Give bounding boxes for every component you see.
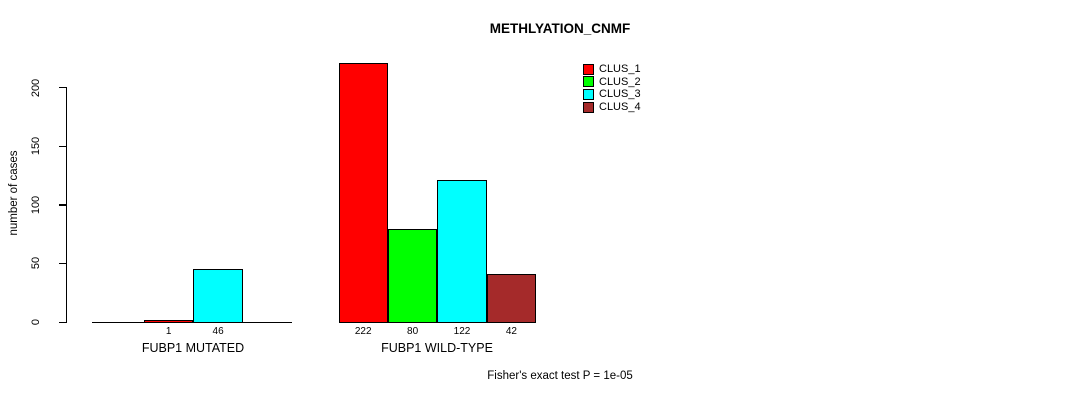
y-tick	[59, 204, 66, 206]
bar-value-label: 42	[505, 326, 517, 337]
legend-label: CLUS_4	[599, 100, 641, 113]
bar-clus_1	[338, 62, 388, 323]
y-tick	[59, 145, 66, 147]
legend-item: CLUS_2	[583, 76, 641, 89]
y-tick-label: 0	[30, 318, 42, 326]
y-tick-label: 200	[30, 78, 42, 97]
legend-label: CLUS_2	[599, 75, 641, 88]
legend-item: CLUS_1	[583, 63, 641, 76]
bar-value-label: 122	[453, 326, 471, 337]
legend-label: CLUS_1	[599, 63, 641, 75]
y-axis-label: number of cases	[8, 150, 20, 236]
legend-swatch-clus_2	[583, 76, 594, 88]
y-tick	[59, 321, 66, 323]
legend-item: CLUS_3	[583, 88, 641, 101]
group-label: FUBP1 WILD-TYPE	[381, 341, 493, 355]
bar-value-label: 80	[407, 326, 419, 337]
y-tick	[59, 87, 66, 89]
fisher-test-annotation: Fisher's exact test P = 1e-05	[487, 370, 633, 382]
legend-label: CLUS_3	[599, 88, 641, 101]
y-tick-label: 100	[30, 195, 42, 215]
legend-item: CLUS_4	[583, 101, 641, 114]
y-tick-label: 150	[30, 137, 42, 156]
bar-clus_1	[144, 320, 194, 323]
y-tick-label: 50	[30, 257, 42, 270]
legend-swatch-clus_4	[583, 101, 594, 113]
bar-value-label: 46	[212, 326, 224, 337]
legend: CLUS_1 CLUS_2 CLUS_3 CLUS_4	[583, 63, 641, 113]
group-label: FUBP1 MUTATED	[141, 341, 245, 355]
bar-value-label: 222	[354, 326, 372, 337]
y-tick	[59, 262, 66, 265]
bar-clus_4	[486, 273, 537, 323]
bar-value-label: 1	[165, 326, 172, 337]
legend-swatch-clus_1	[583, 63, 594, 75]
chart-title: METHLYATION_CNMF	[489, 21, 631, 36]
legend-swatch-clus_3	[583, 88, 594, 100]
y-axis-line	[66, 87, 68, 323]
bar-clus_2	[387, 229, 438, 323]
bar-clus_3	[193, 269, 243, 323]
bar-clus_3	[437, 180, 487, 323]
